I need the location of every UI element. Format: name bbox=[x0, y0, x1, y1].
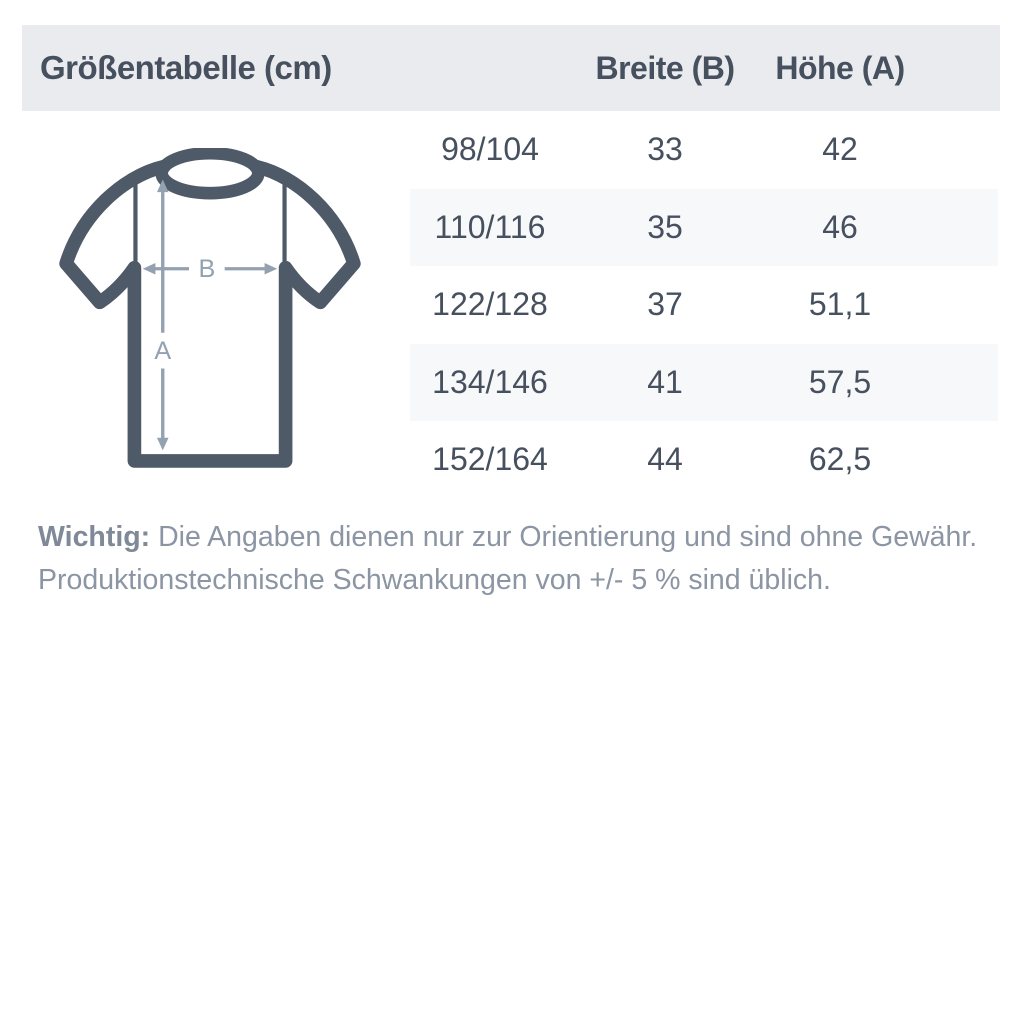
disclaimer-line-1: Wichtig: Die Angaben dienen nur zur Orie… bbox=[38, 516, 988, 559]
table-row: 122/128 37 51,1 bbox=[410, 266, 998, 344]
size-value: 98/104 bbox=[441, 131, 539, 168]
height-arrow-label: A bbox=[154, 337, 171, 365]
collar bbox=[155, 148, 265, 200]
table-row: 98/104 33 42 bbox=[410, 111, 998, 189]
size-table: 98/104 33 42 110/116 35 46 122/128 37 51… bbox=[410, 111, 998, 499]
size-value: 110/116 bbox=[434, 208, 546, 245]
width-arrow-icon bbox=[142, 262, 278, 275]
height-value: 51,1 bbox=[808, 286, 872, 323]
width-value: 44 bbox=[647, 441, 683, 478]
size-value: 122/128 bbox=[432, 286, 548, 323]
column-header-height: Höhe (A) bbox=[775, 49, 905, 86]
column-header-width: Breite (B) bbox=[595, 49, 735, 86]
table-row: 134/146 41 57,5 bbox=[410, 343, 998, 421]
table-row: 152/164 44 62,5 bbox=[410, 421, 998, 499]
width-value: 41 bbox=[647, 363, 683, 400]
tshirt-outline bbox=[59, 153, 361, 468]
width-arrow-label: B bbox=[198, 255, 215, 283]
disclaimer-note: Wichtig: Die Angaben dienen nur zur Orie… bbox=[38, 516, 988, 602]
table-row: 110/116 35 46 bbox=[410, 188, 998, 266]
tshirt-icon: A B bbox=[59, 148, 361, 468]
height-value: 46 bbox=[822, 208, 858, 245]
disclaimer-line-2: Produktionstechnische Schwankungen von +… bbox=[38, 564, 831, 596]
page-title: Größentabelle (cm) bbox=[40, 49, 332, 86]
height-arrow-icon bbox=[156, 179, 169, 451]
width-value: 33 bbox=[647, 131, 683, 168]
size-value: 134/146 bbox=[432, 363, 548, 400]
width-value: 35 bbox=[647, 208, 683, 245]
width-value: 37 bbox=[647, 286, 683, 323]
tshirt-size-diagram: A B bbox=[52, 148, 368, 484]
disclaimer-text-1: Die Angaben dienen nur zur Orientierung … bbox=[158, 521, 978, 553]
table-column-headers: Breite (B) Höhe (A) bbox=[410, 25, 998, 111]
height-value: 62,5 bbox=[808, 441, 872, 478]
disclaimer-label: Wichtig: bbox=[38, 521, 151, 553]
height-value: 57,5 bbox=[808, 363, 872, 400]
size-value: 152/164 bbox=[432, 441, 548, 478]
height-value: 42 bbox=[822, 131, 858, 168]
table-header-bar: Größentabelle (cm) Breite (B) Höhe (A) bbox=[22, 25, 1000, 111]
